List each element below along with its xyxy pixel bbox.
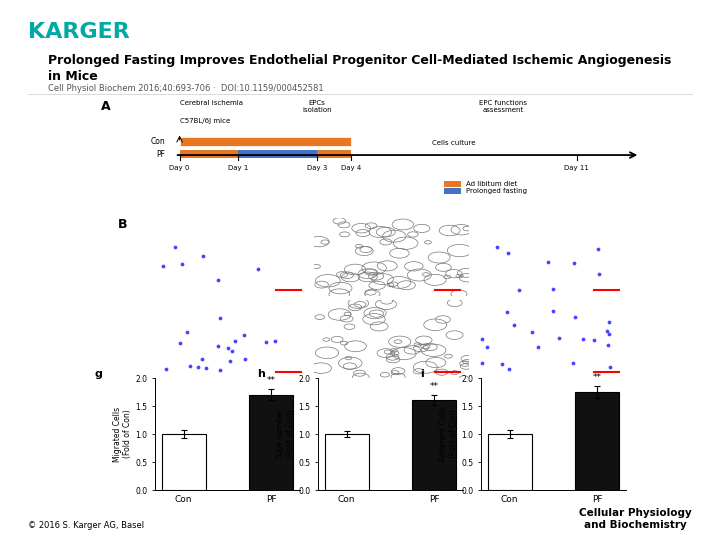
Text: f: f (480, 305, 482, 314)
Text: Cerebral ischemia: Cerebral ischemia (179, 100, 243, 106)
Point (623, 198, 634, 207)
Text: g: g (94, 369, 102, 379)
Text: b: b (161, 305, 167, 314)
Text: EPC functions
assessment: EPC functions assessment (479, 100, 527, 113)
Text: Ad libitum diet: Ad libitum diet (467, 181, 518, 187)
Point (693, 241, 704, 249)
Y-axis label: Migrated Cells
(Fold of Con): Migrated Cells (Fold of Con) (113, 407, 132, 462)
Text: **: ** (430, 382, 439, 392)
Bar (161, 434, 205, 490)
Text: Cell Physiol Biochem 2016;40:693-706 ·  DOI:10.1159/000452581: Cell Physiol Biochem 2016;40:693-706 · D… (48, 84, 323, 93)
Y-axis label: Adherent Cells
(Fold of Con): Adherent Cells (Fold of Con) (439, 406, 459, 462)
Text: A: A (102, 100, 111, 113)
Text: in Mice: in Mice (48, 70, 98, 83)
Text: **: ** (593, 374, 602, 382)
Bar (317, 150, 351, 158)
Text: EPCs
isolation: EPCs isolation (302, 100, 332, 113)
Text: c: c (320, 222, 325, 232)
Bar (179, 137, 351, 146)
Text: © 2016 S. Karger AG, Basel: © 2016 S. Karger AG, Basel (28, 521, 144, 530)
Text: B: B (118, 218, 127, 231)
Text: i: i (420, 369, 424, 379)
Text: Day 4: Day 4 (341, 165, 361, 171)
Text: Day 11: Day 11 (564, 165, 589, 171)
Text: Cells culture: Cells culture (432, 140, 476, 146)
Point (459, 17, 470, 26)
Text: h: h (257, 369, 265, 379)
Bar (413, 400, 456, 490)
Point (542, 222, 554, 231)
Y-axis label: Tube number
(Fold of Con): Tube number (Fold of Con) (276, 409, 295, 459)
Bar (487, 434, 531, 490)
Text: Prolonged Fasting Improves Endothelial Progenitor Cell-Mediated Ischemic Angioge: Prolonged Fasting Improves Endothelial P… (48, 54, 671, 67)
Bar (444, 181, 462, 187)
Text: Cellular Physiology
and Biochemistry: Cellular Physiology and Biochemistry (580, 508, 692, 530)
Text: KARGER: KARGER (28, 22, 130, 42)
Point (328, 251, 340, 260)
Text: Con: Con (150, 137, 165, 146)
Text: a: a (161, 222, 167, 232)
Bar (179, 150, 238, 158)
Point (617, 235, 629, 244)
Text: Day 0: Day 0 (169, 165, 190, 171)
Bar (444, 188, 462, 194)
Text: C57BL/6J mice: C57BL/6J mice (179, 118, 230, 124)
Text: PF: PF (156, 150, 165, 159)
Text: Prolonged fasting: Prolonged fasting (467, 188, 527, 194)
Text: Day 1: Day 1 (228, 165, 248, 171)
Bar (325, 434, 369, 490)
Bar (575, 392, 619, 490)
Point (668, 57, 680, 66)
Text: d: d (320, 305, 326, 314)
Text: Day 3: Day 3 (307, 165, 327, 171)
Bar (238, 150, 317, 158)
Text: e: e (480, 222, 485, 232)
Bar (249, 395, 294, 490)
Point (656, 163, 667, 172)
Text: **: ** (267, 376, 276, 385)
